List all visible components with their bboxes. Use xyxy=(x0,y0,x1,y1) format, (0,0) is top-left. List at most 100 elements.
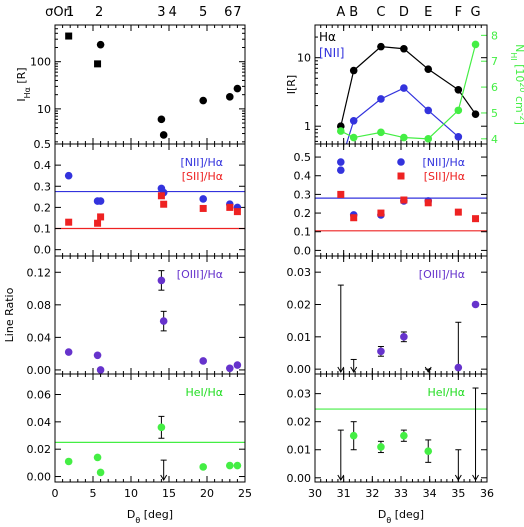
data-point xyxy=(159,131,168,139)
top-label: 6 xyxy=(224,5,232,20)
top-label: 1 xyxy=(66,5,74,20)
data-point xyxy=(93,453,102,462)
data-point xyxy=(350,214,358,222)
top-label: 5 xyxy=(199,5,207,20)
data-point xyxy=(233,461,242,470)
plot-area-left-hei xyxy=(55,415,245,481)
data-point xyxy=(377,128,385,137)
data-point xyxy=(471,110,480,118)
data-point xyxy=(349,66,358,75)
y-tick-label: 0.2 xyxy=(294,207,312,220)
y-tick-label: 100 xyxy=(30,56,51,69)
y-tick-label: 0.00 xyxy=(27,471,52,484)
y2-tick-label: 4 xyxy=(491,133,498,146)
y-tick-label: 0.08 xyxy=(27,299,52,312)
x-tick-label: 25 xyxy=(238,487,252,500)
data-point xyxy=(400,84,408,92)
x-tick-label: 10 xyxy=(124,487,138,500)
y-tick-label: 0.03 xyxy=(287,266,312,279)
data-point xyxy=(377,443,385,451)
y-tick-label: 0.3 xyxy=(294,188,312,201)
x-tick-label: 5 xyxy=(90,487,97,500)
data-point xyxy=(226,203,234,211)
data-point xyxy=(472,215,480,223)
top-label: 7 xyxy=(233,5,241,20)
top-label: σOri xyxy=(45,5,72,20)
series-line xyxy=(345,87,459,144)
y2-tick-label: 7 xyxy=(491,55,498,68)
x-tick-label: 34 xyxy=(423,487,437,500)
data-point xyxy=(96,366,105,374)
y-tick-label: 0.00 xyxy=(287,472,312,485)
legend-marker xyxy=(397,172,405,180)
x-tick-label: 31 xyxy=(337,487,351,500)
data-point xyxy=(93,351,102,360)
data-point xyxy=(199,463,207,471)
x-tick-label: 32 xyxy=(365,487,379,500)
data-point xyxy=(64,348,73,356)
data-point xyxy=(337,190,345,198)
y-tick-label: 0.5 xyxy=(34,138,52,151)
y-tick-label: 0.4 xyxy=(294,170,312,183)
x-tick-label: 30 xyxy=(308,487,322,500)
legend-label: HeI/Hα xyxy=(185,386,223,399)
y-tick-label: 0.04 xyxy=(27,331,52,344)
panel-frame-right-hei xyxy=(314,373,488,483)
y-tick-label: 0.04 xyxy=(27,416,52,429)
top-label: F xyxy=(455,5,462,20)
legend-marker xyxy=(397,158,405,166)
y-tick-label: 0.02 xyxy=(287,416,312,429)
data-point xyxy=(199,357,207,365)
data-point xyxy=(424,65,433,73)
y-tick-label: 0.00 xyxy=(27,364,52,377)
y-tick-label: 0.12 xyxy=(27,266,52,279)
y-axis-label: I[R] xyxy=(285,75,298,94)
x-tick-label: 15 xyxy=(162,487,176,500)
data-point xyxy=(454,133,463,141)
y2-axis-label: NHI​ [1020​ cm-2​] xyxy=(510,44,524,125)
x-tick-label: 33 xyxy=(394,487,408,500)
y-tick-label: 0.03 xyxy=(287,388,312,401)
y-tick-label: 10 xyxy=(297,52,311,65)
x-axis-label: Dθ​ [deg] xyxy=(378,508,424,525)
data-point xyxy=(157,115,166,124)
x-axis-label: Dθ​ [deg] xyxy=(127,508,173,525)
upper-limit-arrow xyxy=(337,474,345,481)
y-tick-label: 0.01 xyxy=(287,331,312,344)
y-tick-label: 0.0 xyxy=(294,244,312,257)
legend-label: [OIII]/Hα xyxy=(419,268,465,281)
data-point xyxy=(377,42,385,51)
data-point xyxy=(233,361,242,369)
top-label: 4 xyxy=(169,5,177,20)
y-tick-label: 0.1 xyxy=(294,226,312,239)
top-label: 3 xyxy=(157,5,165,20)
data-point xyxy=(199,195,207,203)
data-point xyxy=(226,461,234,470)
data-point xyxy=(233,84,242,93)
data-point xyxy=(96,40,105,49)
top-label: A xyxy=(336,5,345,20)
y-tick-label: 10 xyxy=(37,103,51,116)
data-point xyxy=(471,40,480,49)
legend-label: HeI/Hα xyxy=(427,386,465,399)
y-tick-label: 0.02 xyxy=(27,443,52,456)
legend-label: [NII]/Hα xyxy=(180,156,223,169)
top-label: D xyxy=(399,5,409,20)
y-tick-label: 0.4 xyxy=(34,159,52,172)
plot-area-left-nii-sii xyxy=(55,190,245,230)
top-label: 2 xyxy=(95,5,103,20)
top-label: B xyxy=(349,5,358,20)
data-point xyxy=(400,44,408,53)
data-point xyxy=(96,468,105,477)
data-point xyxy=(400,431,408,440)
top-label: G xyxy=(470,5,480,20)
upper-limit-arrow xyxy=(424,366,432,373)
data-point xyxy=(337,127,345,135)
data-point xyxy=(349,431,358,440)
data-point xyxy=(233,208,241,216)
data-point xyxy=(424,106,433,115)
data-point xyxy=(64,457,73,466)
data-point xyxy=(199,204,207,212)
y-tick-label: 0.0 xyxy=(34,244,52,257)
